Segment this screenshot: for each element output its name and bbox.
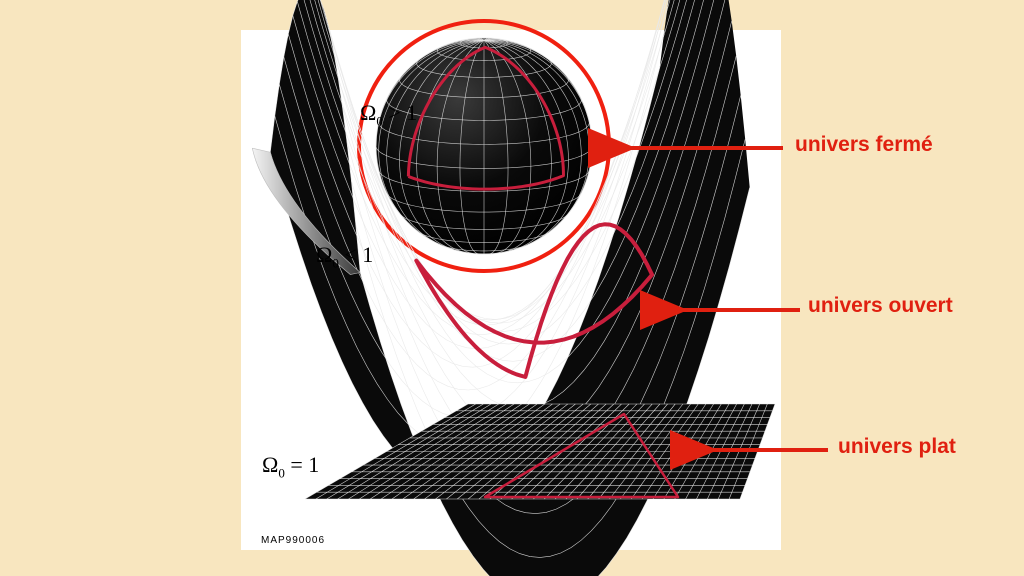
annotation-label: univers ouvert	[808, 294, 953, 318]
figure-svg	[0, 0, 1024, 576]
annotation-label: univers fermé	[795, 133, 933, 157]
omega-label: Ω0 < 1	[316, 242, 373, 271]
annotation-label: univers plat	[838, 435, 956, 459]
credit-text: MAP990006	[261, 535, 325, 546]
omega-label: Ω0 > 1	[360, 100, 417, 129]
omega-label: Ω0 = 1	[262, 452, 319, 481]
diagram-canvas: Ω0 > 1 Ω0 < 1 Ω0 = 1 univers fermé univers o…	[0, 0, 1024, 576]
